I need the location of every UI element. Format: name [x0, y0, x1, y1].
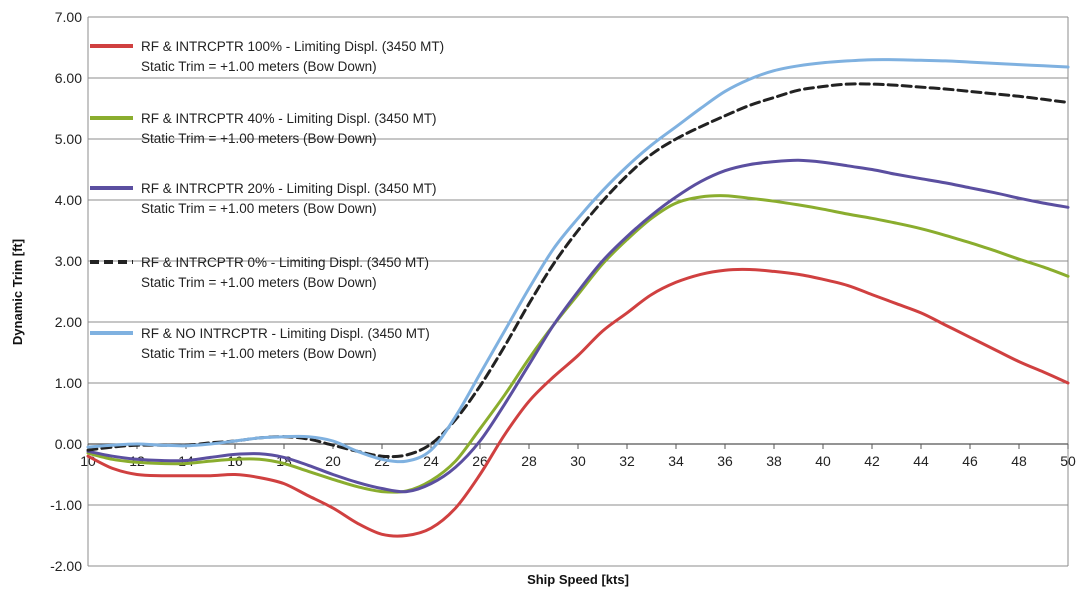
y-tick-label: 5.00	[55, 131, 82, 147]
x-tick-label: 48	[1011, 453, 1027, 469]
legend-item-0: RF & INTRCPTR 100% - Limiting Displ. (34…	[90, 39, 444, 74]
x-tick-label: 40	[815, 453, 831, 469]
legend-label: RF & NO INTRCPTR - Limiting Displ. (3450…	[141, 326, 430, 341]
x-tick-label: 24	[423, 453, 439, 469]
legend: RF & INTRCPTR 100% - Limiting Displ. (34…	[90, 39, 444, 361]
x-tick-label: 38	[766, 453, 782, 469]
x-tick-label: 30	[570, 453, 586, 469]
y-tick-label: 7.00	[55, 9, 82, 25]
legend-item-2: RF & INTRCPTR 20% - Limiting Displ. (345…	[90, 181, 437, 216]
legend-label: RF & INTRCPTR 0% - Limiting Displ. (3450…	[141, 255, 429, 270]
x-tick-label: 20	[325, 453, 341, 469]
x-tick-label: 46	[962, 453, 978, 469]
y-tick-label: 2.00	[55, 314, 82, 330]
x-tick-label: 42	[864, 453, 880, 469]
y-tick-label: 0.00	[55, 436, 82, 452]
legend-sublabel: Static Trim = +1.00 meters (Bow Down)	[141, 346, 377, 361]
series-line-2	[86, 158, 1070, 494]
x-tick-label: 44	[913, 453, 929, 469]
y-axis-title: Dynamic Trim [ft]	[10, 239, 25, 345]
legend-item-1: RF & INTRCPTR 40% - Limiting Displ. (345…	[90, 111, 437, 146]
legend-sublabel: Static Trim = +1.00 meters (Bow Down)	[141, 59, 377, 74]
x-tick-label: 16	[227, 453, 243, 469]
legend-item-3: RF & INTRCPTR 0% - Limiting Displ. (3450…	[90, 255, 429, 290]
series-line-0	[86, 267, 1070, 538]
x-tick-label: 28	[521, 453, 537, 469]
legend-label: RF & INTRCPTR 100% - Limiting Displ. (34…	[141, 39, 444, 54]
x-tick-label: 34	[668, 453, 684, 469]
legend-sublabel: Static Trim = +1.00 meters (Bow Down)	[141, 275, 377, 290]
legend-label: RF & INTRCPTR 40% - Limiting Displ. (345…	[141, 111, 437, 126]
x-tick-label: 36	[717, 453, 733, 469]
legend-label: RF & INTRCPTR 20% - Limiting Displ. (345…	[141, 181, 437, 196]
y-tick-label: 3.00	[55, 253, 82, 269]
y-tick-label: 4.00	[55, 192, 82, 208]
y-tick-label: 6.00	[55, 70, 82, 86]
series-lines	[86, 58, 1070, 538]
legend-item-4: RF & NO INTRCPTR - Limiting Displ. (3450…	[90, 326, 430, 361]
series-line-1	[86, 194, 1070, 494]
y-tick-label: -1.00	[50, 497, 82, 513]
legend-sublabel: Static Trim = +1.00 meters (Bow Down)	[141, 131, 377, 146]
series-line-3	[86, 82, 1070, 459]
axes: -2.00 -1.00 0.00 1.00 2.00 3.00 4.00 5.00 6.00 7.…	[50, 9, 1076, 574]
x-tick-label: 50	[1060, 453, 1076, 469]
y-tick-label: 1.00	[55, 375, 82, 391]
y-tick-label: -2.00	[50, 558, 82, 574]
x-tick-label: 26	[472, 453, 488, 469]
legend-sublabel: Static Trim = +1.00 meters (Bow Down)	[141, 201, 377, 216]
series-line-4	[86, 58, 1070, 464]
x-tick-label: 32	[619, 453, 635, 469]
x-axis-title: Ship Speed [kts]	[527, 572, 629, 587]
